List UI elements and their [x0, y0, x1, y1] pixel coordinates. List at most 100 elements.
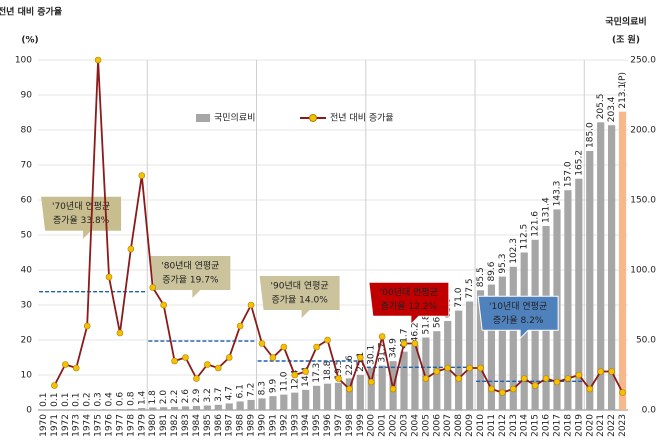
bar-value-label: 157.0	[563, 161, 573, 187]
bar	[323, 383, 332, 410]
callout-text: 증가율 14.0%	[271, 295, 328, 306]
x-tick-label: 1994	[301, 414, 311, 437]
x-tick-label: 2001	[378, 414, 388, 437]
bar	[138, 408, 146, 410]
growth-marker	[138, 172, 146, 179]
x-tick-label: 2003	[400, 414, 410, 437]
bar	[564, 190, 572, 410]
bar-value-label: 71.0	[454, 287, 464, 307]
bar	[618, 111, 627, 410]
annotation: (P)	[618, 72, 628, 84]
bar	[575, 178, 583, 410]
y-tick-label: 0	[26, 406, 32, 416]
x-tick-label: 2017	[552, 414, 562, 437]
x-tick-label: 2014	[520, 414, 530, 437]
bar-value-label: 102.3	[509, 238, 519, 264]
y-tick-label: 80	[21, 126, 33, 136]
callout-box	[368, 281, 450, 326]
y-tick-label: 70	[21, 161, 33, 171]
bar-value-label: 185.0	[585, 122, 595, 148]
bar-value-label: 213.1	[618, 83, 628, 109]
bar-value-label: 95.3	[498, 254, 508, 274]
callout-box	[150, 256, 231, 299]
growth-marker	[597, 368, 604, 375]
growth-marker	[411, 340, 419, 347]
bar-value-label: 2.6	[181, 389, 191, 404]
bar	[345, 378, 353, 410]
growth-marker	[324, 336, 331, 344]
x-tick-label: 2007	[443, 414, 453, 437]
x-tick-label: 2002	[389, 414, 399, 437]
growth-marker	[127, 245, 135, 253]
bar-value-label: 9.9	[268, 379, 278, 394]
callout-box	[41, 196, 122, 239]
growth-marker	[302, 368, 309, 375]
bar	[203, 405, 211, 410]
bar-value-label: 25.1	[356, 352, 366, 372]
bar-value-label: 18.8	[323, 360, 333, 380]
bar-value-label: 0.1	[72, 393, 82, 407]
growth-marker	[499, 389, 506, 396]
x-tick-label: 2016	[542, 414, 552, 437]
callout-title: '80년대 연평균	[161, 261, 219, 272]
bar	[236, 401, 244, 410]
x-tick-label: 2021	[596, 414, 606, 437]
bar-value-label: 1.8	[148, 390, 158, 405]
callout-box	[259, 276, 340, 318]
x-tick-label: 2008	[454, 414, 464, 437]
bar	[356, 374, 364, 410]
bar-value-label: 165.2	[574, 150, 584, 176]
growth-marker	[94, 56, 102, 64]
growth-marker	[269, 354, 277, 361]
x-tick-label: 1978	[126, 414, 136, 437]
growth-marker	[204, 361, 211, 368]
x-tick-label: 1972	[61, 414, 71, 437]
bar-value-label: 121.6	[531, 211, 541, 237]
growth-marker	[62, 361, 69, 368]
bar-value-label: 51.8	[421, 314, 431, 334]
y2-tick-label: 200.0	[630, 126, 656, 136]
bar-value-label: 0.2	[83, 392, 93, 406]
bar	[181, 406, 190, 410]
bar	[498, 276, 506, 410]
y2-axis-unit: (조 원)	[612, 34, 640, 46]
legend-swatch	[196, 114, 210, 122]
bar	[214, 404, 222, 410]
legend-swatch	[309, 114, 317, 122]
growth-marker	[367, 378, 375, 386]
x-tick-label: 2023	[618, 414, 628, 437]
bar	[509, 266, 517, 410]
growth-marker	[149, 284, 157, 291]
bar	[465, 301, 474, 410]
growth-marker	[83, 322, 91, 330]
x-tick-label: 1973	[72, 414, 82, 437]
growth-marker	[225, 354, 233, 361]
x-tick-label: 1985	[203, 414, 213, 437]
growth-marker	[520, 375, 528, 382]
x-tick-label: 1992	[279, 414, 289, 437]
x-tick-label: 1997	[334, 414, 344, 437]
bar	[116, 409, 124, 410]
bar	[487, 284, 496, 410]
callout-box	[477, 295, 559, 340]
y-tick-label: 40	[21, 266, 33, 276]
callout-text: 증가율 33.8%	[53, 215, 110, 226]
legend-label: 국민의료비	[214, 113, 255, 124]
bar-value-label: 1.4	[137, 390, 147, 405]
y-tick-label: 20	[21, 336, 33, 346]
growth-marker	[116, 329, 124, 337]
x-tick-label: 1981	[159, 414, 169, 437]
bar-value-label: 0.1	[61, 393, 71, 407]
bar	[313, 385, 321, 410]
x-tick-label: 1991	[268, 414, 278, 437]
bar	[247, 399, 255, 410]
bar	[105, 409, 113, 410]
growth-marker	[193, 375, 200, 382]
bar	[400, 351, 408, 410]
bar	[127, 408, 135, 410]
y2-tick-label: 50.0	[636, 336, 656, 346]
bar-value-label: 131.4	[542, 197, 552, 223]
growth-marker	[72, 364, 80, 372]
x-tick-label: 1971	[50, 414, 60, 437]
x-tick-label: 2006	[432, 414, 442, 437]
